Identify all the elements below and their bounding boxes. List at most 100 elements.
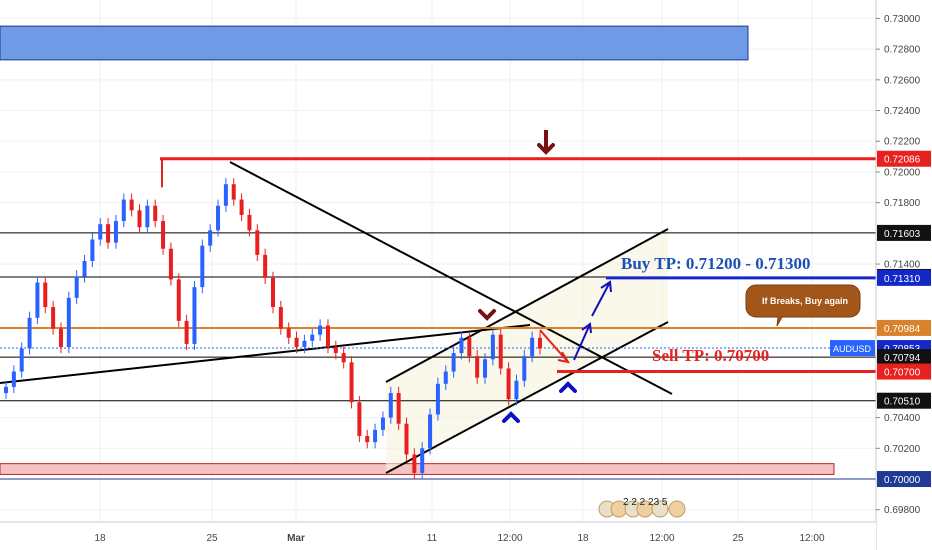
symbol-tag bbox=[830, 340, 875, 357]
candle-body bbox=[357, 402, 362, 437]
candle-body bbox=[443, 371, 448, 384]
candle-body bbox=[106, 224, 111, 243]
candle-body bbox=[380, 417, 385, 430]
x-tick-label: 25 bbox=[732, 533, 744, 544]
candle-body bbox=[294, 337, 299, 347]
candle-body bbox=[388, 393, 393, 418]
candle-body bbox=[420, 448, 425, 473]
trendlines bbox=[0, 161, 673, 474]
y-tick-label: 0.69800 bbox=[884, 505, 921, 516]
candle-body bbox=[530, 337, 535, 357]
price-label: 0.70794 bbox=[884, 353, 921, 364]
candles bbox=[4, 178, 542, 480]
candle-body bbox=[216, 205, 221, 231]
price-label-box bbox=[877, 349, 931, 366]
event-flag-icon bbox=[651, 500, 669, 518]
callout-text: If Breaks, Buy again bbox=[762, 296, 848, 306]
candle-body bbox=[396, 393, 401, 424]
candle-body bbox=[153, 205, 158, 222]
candle-body bbox=[82, 261, 87, 277]
candle-body bbox=[19, 348, 24, 372]
trendline bbox=[229, 161, 673, 395]
x-tick-label: 12:00 bbox=[497, 533, 522, 544]
candle-body bbox=[66, 297, 71, 347]
candle-body bbox=[483, 359, 488, 378]
candle-body bbox=[435, 383, 440, 415]
x-tick-label: 18 bbox=[577, 533, 589, 544]
buy-path-head bbox=[600, 280, 612, 293]
candle-body bbox=[373, 429, 378, 443]
candle-body bbox=[90, 239, 95, 261]
y-tick-label: 0.71800 bbox=[884, 198, 921, 209]
candle-body bbox=[35, 282, 40, 318]
candle-body bbox=[184, 320, 189, 344]
candle-body bbox=[176, 279, 181, 321]
sell-path-head bbox=[557, 351, 571, 364]
candle-body bbox=[278, 307, 283, 329]
candle-body bbox=[490, 334, 495, 360]
price-label-box bbox=[877, 392, 931, 409]
candle-body bbox=[51, 307, 56, 329]
buy-path-head bbox=[581, 322, 592, 334]
candle-body bbox=[74, 276, 79, 298]
price-label-box bbox=[877, 319, 931, 336]
y-tick-label: 0.70400 bbox=[884, 413, 921, 424]
candle-body bbox=[58, 328, 63, 347]
candle-body bbox=[333, 346, 338, 354]
candle-body bbox=[263, 254, 268, 278]
trendline bbox=[385, 228, 669, 383]
zone-box bbox=[0, 25, 749, 61]
candle-body bbox=[192, 287, 197, 344]
candle-body bbox=[538, 337, 542, 349]
top-arrow-icon bbox=[478, 309, 496, 321]
y-tick-label: 0.73000 bbox=[884, 14, 921, 25]
candle-body bbox=[412, 454, 417, 473]
y-tick-label: 0.72800 bbox=[884, 45, 921, 56]
candle-body bbox=[161, 221, 166, 249]
zone-box bbox=[0, 463, 835, 475]
symbol-label: AUDUSD bbox=[833, 344, 872, 354]
candle-body bbox=[349, 362, 354, 403]
trendline bbox=[0, 324, 531, 384]
price-label-box bbox=[877, 363, 931, 380]
x-tick-label: 12:00 bbox=[649, 533, 674, 544]
trendline bbox=[385, 321, 669, 474]
sell-path bbox=[539, 329, 569, 363]
x-tick-label: 25 bbox=[206, 533, 218, 544]
candle-body bbox=[302, 340, 307, 347]
y-tick-label: 0.72000 bbox=[884, 167, 921, 178]
candle-body bbox=[98, 224, 103, 240]
candle-body bbox=[121, 199, 126, 222]
channel-fill bbox=[386, 229, 668, 473]
candle-body bbox=[4, 386, 8, 394]
candle-body bbox=[11, 371, 16, 387]
sell-tp-label: Sell TP: 0.70700 bbox=[652, 346, 769, 365]
buy-path bbox=[591, 281, 611, 317]
buy-path bbox=[573, 323, 591, 361]
y-tick-label: 0.72200 bbox=[884, 137, 921, 148]
candle-body bbox=[239, 199, 244, 215]
price-label: 0.70984 bbox=[884, 324, 921, 335]
x-tick-label: 18 bbox=[94, 533, 106, 544]
price-label-box bbox=[877, 471, 931, 488]
candle-body bbox=[247, 214, 252, 231]
x-tick-label: 12:00 bbox=[799, 533, 824, 544]
candle-body bbox=[506, 368, 511, 400]
sell-arrow-icon bbox=[537, 143, 555, 155]
price-label-box bbox=[877, 224, 931, 241]
candle-body bbox=[208, 230, 213, 246]
price-label-box bbox=[877, 269, 931, 286]
candle-body bbox=[255, 230, 260, 255]
price-label: 0.71603 bbox=[884, 229, 921, 240]
x-tick-label: 11 bbox=[427, 533, 438, 544]
bottom-arrow-icon bbox=[502, 411, 520, 423]
candle-body bbox=[459, 337, 464, 354]
candle-body bbox=[325, 325, 330, 347]
price-label-box bbox=[877, 150, 931, 167]
event-badge-text: 2 2 2 23 5 bbox=[623, 497, 668, 508]
candle-body bbox=[223, 184, 228, 206]
candle-body bbox=[498, 334, 503, 369]
candle-body bbox=[522, 356, 527, 381]
